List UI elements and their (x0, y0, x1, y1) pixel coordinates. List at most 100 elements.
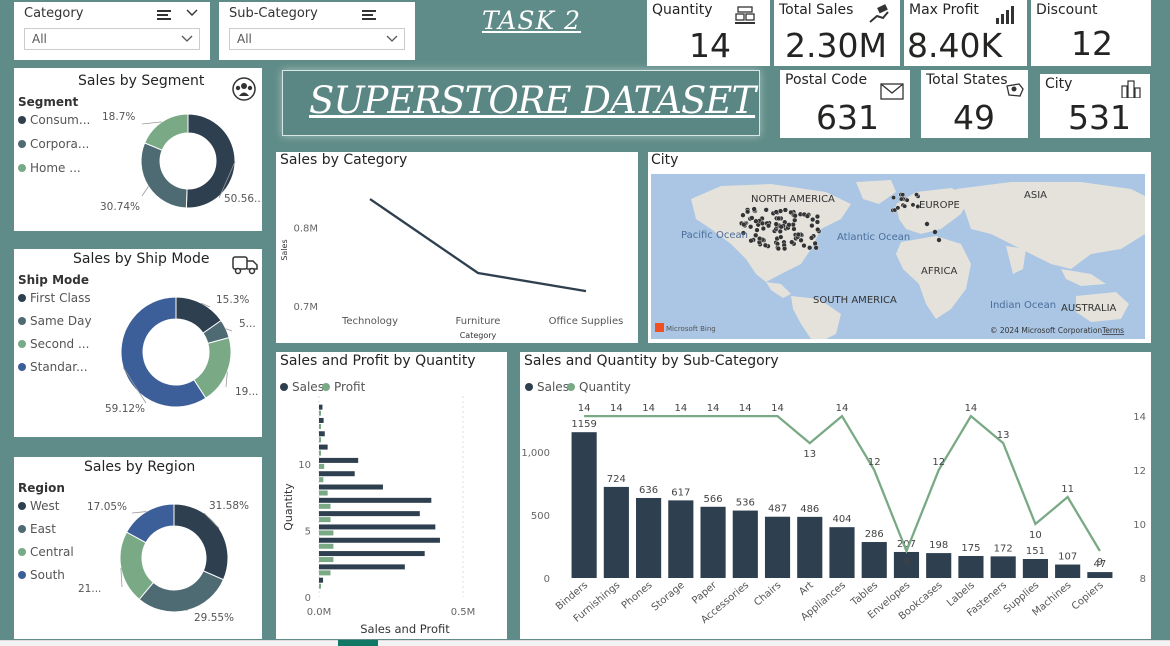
city-dot[interactable] (778, 224, 784, 230)
city-dot[interactable] (932, 229, 938, 235)
profit-bar[interactable] (319, 477, 324, 483)
city-dot[interactable] (792, 213, 798, 219)
city-dot[interactable] (745, 209, 751, 215)
profit-bar[interactable] (319, 530, 334, 536)
city-dot[interactable] (910, 202, 916, 208)
city-dot[interactable] (902, 203, 908, 209)
profit-bar[interactable] (319, 450, 321, 456)
legend-item-standar[interactable]: Standar... (18, 360, 88, 374)
category-slicer[interactable]: Category All (14, 2, 210, 60)
profit-bar[interactable] (319, 463, 325, 469)
city-dot[interactable] (808, 235, 815, 241)
city-dot[interactable] (814, 219, 821, 225)
city-dot[interactable] (749, 215, 755, 221)
sales-bar[interactable] (319, 551, 425, 557)
profit-bar[interactable] (319, 517, 331, 523)
sales-bar[interactable] (700, 506, 726, 578)
sales-bar[interactable] (319, 431, 325, 437)
city-dot[interactable] (760, 225, 766, 232)
city-dot[interactable] (773, 209, 779, 215)
donut-slice[interactable] (120, 296, 207, 408)
city-dot[interactable] (791, 226, 797, 232)
sales-bar[interactable] (319, 417, 324, 423)
city-dot[interactable] (754, 227, 760, 233)
city-dot[interactable] (924, 221, 930, 227)
city-dot[interactable] (898, 196, 904, 202)
legend-item-central[interactable]: Central (18, 545, 74, 559)
sales-bar[interactable] (829, 527, 855, 578)
city-dot[interactable] (807, 245, 813, 251)
city-dot[interactable] (757, 235, 763, 242)
city-dot[interactable] (814, 213, 821, 220)
legend-item-sameday[interactable]: Same Day (18, 314, 92, 328)
city-dot[interactable] (782, 207, 788, 213)
sales-bar[interactable] (571, 432, 597, 578)
city-dot[interactable] (895, 205, 901, 211)
profit-bar[interactable] (319, 570, 331, 576)
chevron-down-icon[interactable] (186, 8, 198, 18)
sales-bar[interactable] (603, 486, 629, 578)
city-dot[interactable] (753, 232, 759, 238)
legend-item-west[interactable]: West (18, 499, 60, 513)
sales-bar[interactable] (958, 555, 984, 578)
active-page-tab[interactable] (338, 640, 378, 646)
sales-bar[interactable] (861, 542, 887, 578)
sales-bar[interactable] (319, 484, 383, 490)
sales-bar[interactable] (319, 404, 323, 410)
city-dot[interactable] (914, 192, 919, 198)
world-map[interactable]: NORTH AMERICA EUROPE ASIA AFRICA SOUTH A… (651, 174, 1145, 339)
sales-bar[interactable] (797, 516, 823, 578)
city-dot[interactable] (775, 246, 781, 252)
city-dot[interactable] (782, 245, 788, 252)
profit-bar[interactable] (319, 490, 328, 496)
sales-bar[interactable] (319, 497, 432, 503)
city-dot[interactable] (777, 208, 784, 214)
sales-line[interactable] (369, 198, 587, 293)
city-dot[interactable] (762, 242, 769, 248)
sales-bar[interactable] (319, 524, 436, 530)
profit-bar[interactable] (319, 423, 321, 429)
donut-slice[interactable] (143, 113, 189, 151)
city-dot[interactable] (789, 239, 795, 245)
sales-bar[interactable] (319, 457, 359, 463)
sales-bar[interactable] (1087, 572, 1113, 578)
city-dot[interactable] (792, 217, 798, 223)
sales-bar[interactable] (1055, 564, 1081, 578)
sales-bar[interactable] (1022, 559, 1048, 578)
legend-item-home[interactable]: Home ... (18, 161, 81, 175)
sales-bar[interactable] (319, 564, 405, 570)
sales-bar[interactable] (319, 537, 440, 543)
city-dot[interactable] (741, 221, 747, 228)
city-dot[interactable] (900, 192, 906, 198)
city-dot[interactable] (891, 195, 896, 200)
sales-bar[interactable] (764, 516, 791, 578)
profit-bar[interactable] (319, 543, 334, 549)
city-dot[interactable] (915, 204, 921, 209)
sales-bar[interactable] (319, 471, 355, 477)
sub-category-dropdown[interactable]: All (229, 28, 405, 50)
profit-bar[interactable] (319, 410, 321, 416)
donut-slice[interactable] (138, 570, 225, 613)
donut-slice[interactable] (185, 113, 236, 209)
city-dot[interactable] (798, 237, 804, 243)
sales-bar[interactable] (990, 556, 1016, 578)
profit-bar[interactable] (319, 437, 321, 443)
city-dot[interactable] (740, 230, 746, 236)
city-dot[interactable] (786, 222, 792, 228)
city-dot[interactable] (763, 207, 769, 213)
city-dot[interactable] (773, 221, 779, 227)
sales-bar[interactable] (926, 553, 952, 578)
legend-item-corpora[interactable]: Corpora... (18, 137, 89, 151)
donut-slice[interactable] (173, 503, 229, 581)
city-dot[interactable] (795, 231, 801, 238)
city-dot[interactable] (748, 238, 754, 244)
sales-bar[interactable] (668, 500, 694, 578)
sales-bar[interactable] (319, 511, 420, 517)
city-dot[interactable] (751, 206, 757, 212)
city-dot[interactable] (804, 213, 811, 219)
city-dot[interactable] (753, 218, 759, 224)
map-terms-link[interactable]: Terms (1101, 326, 1124, 335)
city-dot[interactable] (810, 216, 816, 223)
legend-item-firstclass[interactable]: First Class (18, 291, 91, 305)
profit-bar[interactable] (319, 583, 321, 589)
